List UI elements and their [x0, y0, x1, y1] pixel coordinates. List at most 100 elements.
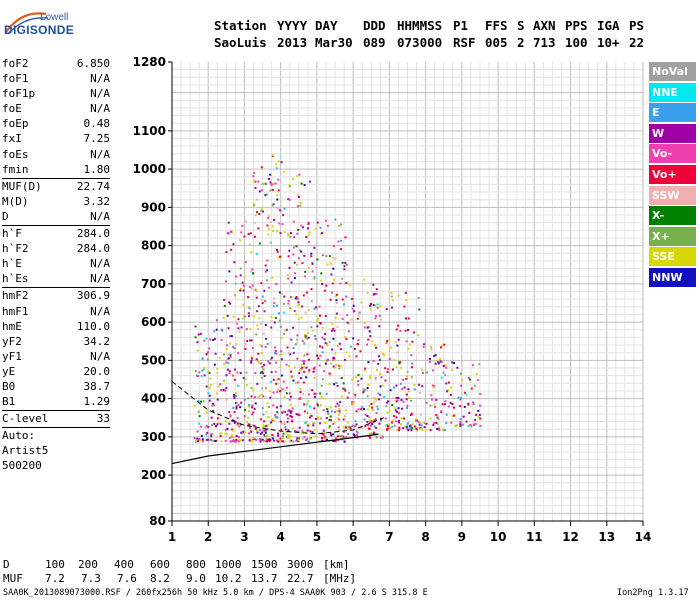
echo-point	[258, 317, 261, 320]
echo-points	[193, 154, 482, 443]
echo-point	[239, 406, 242, 409]
echo-point	[275, 361, 277, 364]
echo-point	[318, 305, 321, 308]
echo-point	[248, 315, 251, 318]
echo-point	[264, 270, 267, 273]
echo-point	[479, 393, 482, 395]
echo-point	[327, 412, 330, 415]
echo-point	[283, 170, 286, 173]
echo-point	[259, 323, 262, 325]
echo-point	[453, 406, 455, 409]
echo-point	[277, 432, 279, 435]
echo-point	[258, 213, 261, 215]
d-value: 100	[45, 558, 65, 571]
echo-point	[446, 390, 449, 393]
echo-point	[198, 371, 201, 374]
echo-point	[357, 408, 360, 411]
echo-point	[279, 365, 282, 368]
echo-point	[237, 440, 240, 443]
x-tick-label: 4	[277, 530, 285, 544]
echo-point	[208, 371, 211, 374]
echo-point	[289, 415, 292, 417]
y-tick-label: 1100	[133, 124, 166, 138]
echo-point	[255, 333, 258, 336]
echo-point	[254, 427, 257, 430]
muf-row-label: MUF	[3, 572, 23, 585]
echo-point	[225, 387, 228, 389]
echo-point	[295, 413, 298, 416]
echo-point	[260, 393, 263, 396]
echo-point	[333, 329, 336, 332]
echo-point	[325, 392, 328, 395]
echo-point	[372, 283, 375, 286]
echo-point	[276, 230, 279, 233]
echo-point	[235, 275, 238, 278]
header-label-p1: P1	[453, 18, 469, 33]
echo-point	[273, 321, 276, 324]
param-row: M(D) 3.32	[2, 194, 110, 209]
echo-point	[200, 375, 203, 377]
echo-point	[392, 419, 395, 421]
echo-point	[258, 242, 261, 245]
echo-point	[372, 401, 375, 404]
echo-point	[225, 348, 228, 351]
echo-point	[201, 438, 204, 441]
echo-point	[373, 343, 376, 346]
echo-point	[423, 426, 426, 429]
echo-point	[333, 383, 336, 386]
echo-point	[290, 395, 292, 398]
echo-point	[354, 395, 357, 398]
echo-point	[277, 178, 280, 181]
param-row: MUF(D) 22.74	[2, 179, 110, 194]
echo-point	[407, 390, 410, 393]
echo-point	[366, 343, 368, 346]
echo-point	[314, 392, 317, 395]
echo-point	[363, 408, 365, 410]
echo-point	[338, 418, 341, 421]
echo-point	[273, 301, 276, 304]
d-value: 200	[78, 558, 98, 571]
param-row: fxI 7.25	[2, 131, 110, 146]
echo-point	[469, 424, 472, 426]
echo-point	[323, 338, 326, 341]
echo-point	[425, 401, 428, 404]
echo-point	[276, 391, 279, 394]
echo-point	[283, 421, 286, 424]
d-unit: [km]	[323, 558, 350, 571]
echo-point	[309, 416, 311, 419]
echo-point	[342, 418, 345, 421]
echo-point	[459, 397, 462, 400]
echo-point	[353, 435, 356, 437]
echo-point	[273, 439, 275, 442]
echo-point	[283, 207, 286, 210]
echo-point	[250, 339, 253, 342]
echo-point	[263, 375, 266, 377]
echo-point	[231, 428, 234, 431]
echo-point	[388, 358, 391, 360]
param-name: foEp	[2, 117, 29, 131]
echo-point	[375, 288, 378, 291]
echo-point	[197, 410, 200, 413]
echo-point	[217, 385, 220, 388]
virtual-height-curve	[171, 381, 385, 435]
echo-point	[267, 286, 270, 289]
echo-point	[407, 422, 409, 425]
echo-point	[242, 304, 245, 307]
echo-point	[387, 425, 390, 428]
echo-point	[264, 346, 267, 348]
echo-point	[334, 405, 337, 408]
echo-point	[323, 435, 326, 438]
echo-point	[374, 317, 377, 320]
echo-point	[283, 231, 286, 233]
echo-point	[267, 178, 270, 180]
echo-point	[459, 405, 462, 408]
echo-point	[334, 316, 337, 319]
header-label-ffs: FFS	[485, 18, 508, 33]
echo-point	[329, 433, 332, 436]
param-name: B0	[2, 379, 16, 393]
echo-point	[267, 416, 270, 419]
echo-point	[335, 295, 338, 298]
echo-point	[370, 432, 373, 435]
echo-point	[391, 368, 394, 371]
echo-point	[319, 422, 322, 425]
